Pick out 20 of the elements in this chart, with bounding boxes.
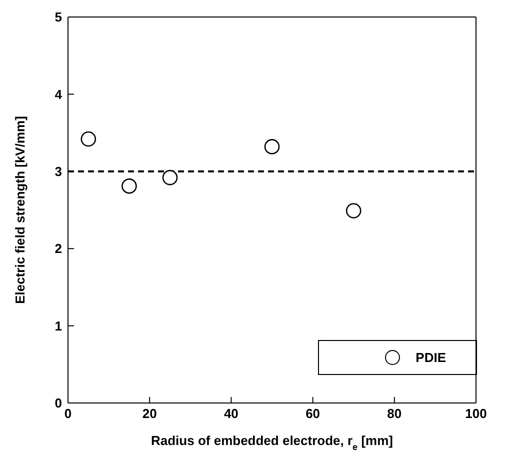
point xyxy=(122,178,137,194)
x-tick-label: 40 xyxy=(224,406,238,422)
point xyxy=(346,203,362,218)
x-tick-label: 100 xyxy=(465,406,487,422)
x-tick-label: 0 xyxy=(64,406,72,422)
y-tick-label: 0 xyxy=(54,396,62,411)
x-tick-label: 20 xyxy=(142,406,157,422)
y-tick-label: 1 xyxy=(54,318,62,334)
legend-label: PDIE xyxy=(416,350,446,365)
x-tick-label: 80 xyxy=(387,406,402,422)
y-tick-label: 5 xyxy=(54,10,62,25)
y-tick-label: 3 xyxy=(54,164,62,180)
y-tick-label: 4 xyxy=(54,86,63,102)
y-tick-label: 2 xyxy=(54,241,62,256)
point xyxy=(162,170,178,186)
point xyxy=(264,139,280,154)
x-tick-label: 60 xyxy=(306,406,320,422)
y-axis-title: Electric field strength [kV/mm] xyxy=(12,116,28,304)
x-axis-title: Radius of embedded electrode, r$_{e}$ [mm] xyxy=(151,433,393,452)
point xyxy=(80,131,96,147)
